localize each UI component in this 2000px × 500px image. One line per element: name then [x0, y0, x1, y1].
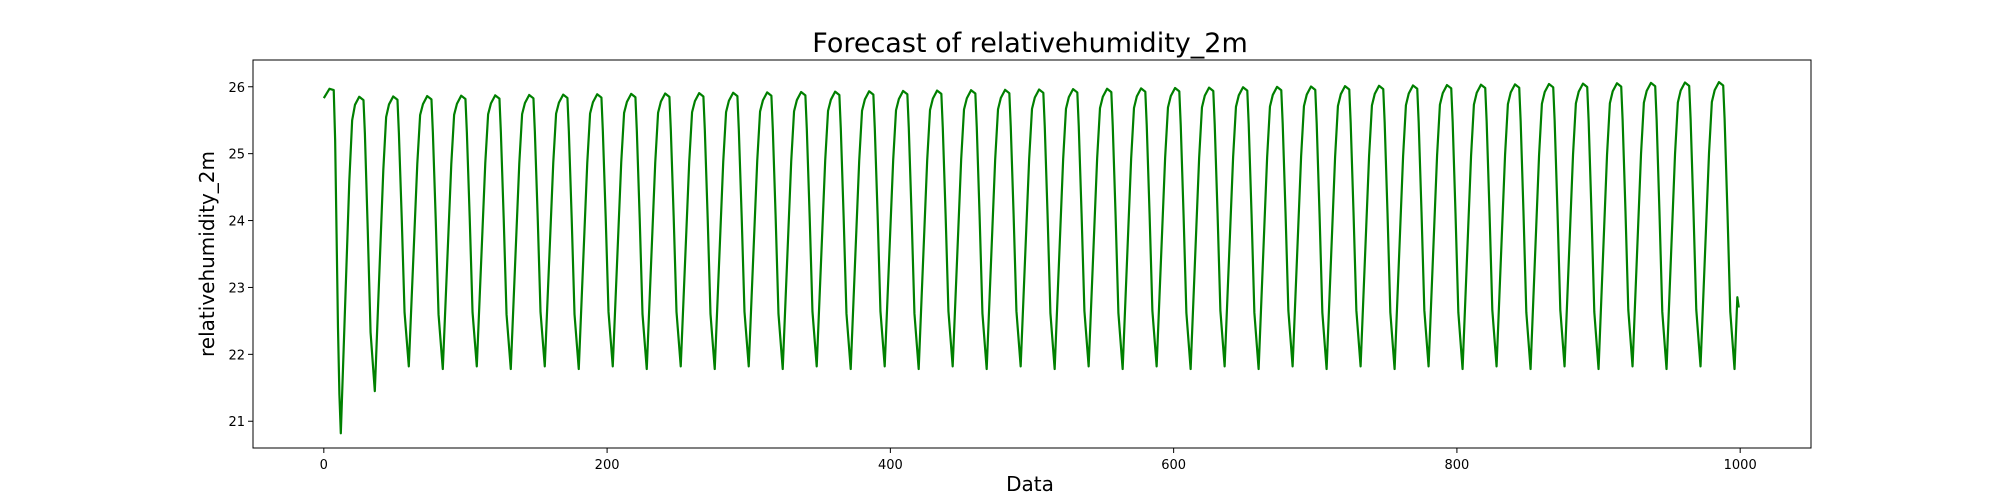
y-axis-label: relativehumidity_2m [195, 151, 219, 357]
series-line [322, 81, 1740, 435]
x-axis-ticks: 0 200 400 600 800 1000 [320, 448, 1757, 473]
x-tick-label: 200 [595, 458, 620, 473]
x-tick-label: 0 [320, 458, 328, 473]
x-tick-label: 800 [1444, 458, 1469, 473]
y-tick-label: 25 [228, 148, 245, 163]
plot-area [252, 59, 1812, 449]
x-tick-label: 600 [1161, 458, 1186, 473]
x-tick-label: 1000 [1724, 458, 1757, 473]
y-tick-label: 26 [228, 81, 245, 96]
y-tick-label: 21 [228, 415, 245, 430]
y-axis-ticks: 21 22 23 24 25 26 [228, 81, 253, 430]
y-tick-label: 23 [228, 281, 245, 296]
y-tick-label: 24 [228, 215, 245, 230]
x-tick-label: 400 [878, 458, 903, 473]
y-tick-label: 22 [228, 348, 245, 363]
axes-frame [252, 59, 1812, 449]
x-axis-label: Data [1006, 472, 1054, 496]
chart-title: Forecast of relativehumidity_2m [812, 28, 1248, 59]
